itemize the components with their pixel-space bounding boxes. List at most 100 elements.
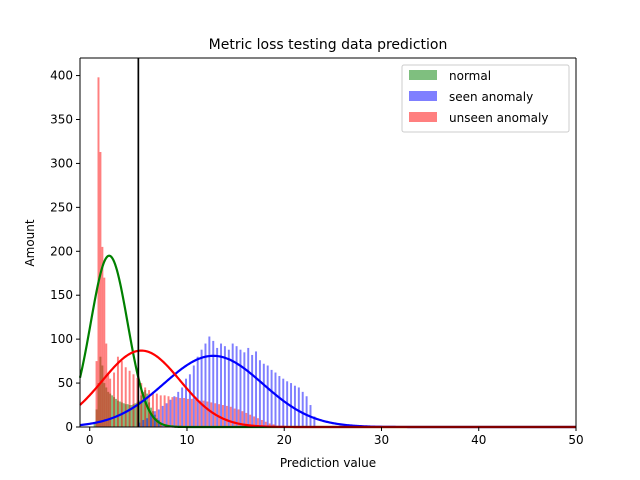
bar-seen-anomaly-11 (181, 387, 184, 427)
legend: normal seen anomaly unseen anomaly (401, 64, 570, 133)
bar-unseen-anomaly-20 (159, 395, 162, 427)
bar-normal-0 (93, 422, 96, 427)
bar-seen-anomaly-24 (231, 343, 234, 427)
bar-seen-anomaly-32 (262, 363, 265, 427)
bar-seen-anomaly-42 (301, 391, 304, 427)
bar-seen-anomaly-16 (200, 349, 203, 427)
bar-seen-anomaly-30 (255, 351, 258, 427)
bar-unseen-anomaly-4 (103, 277, 106, 427)
bar-seen-anomaly-27 (243, 352, 246, 427)
bar-seen-anomaly-21 (220, 343, 222, 427)
bar-unseen-anomaly-13 (132, 374, 135, 427)
bar-unseen-anomaly-5 (105, 343, 108, 427)
y-axis-ticks: 0 50 100 150 200 250 300 350 400 (50, 69, 80, 434)
bar-unseen-anomaly-15 (140, 383, 143, 427)
y-tick-label-150: 150 (50, 288, 73, 302)
bar-seen-anomaly-5 (157, 409, 160, 427)
bar-unseen-anomaly-16 (144, 387, 147, 427)
y-tick-label-100: 100 (50, 332, 73, 346)
bar-normal-15 (122, 403, 125, 427)
bar-seen-anomaly-15 (196, 356, 199, 427)
bar-seen-anomaly-31 (258, 360, 261, 427)
y-tick-label-200: 200 (50, 244, 73, 258)
bar-unseen-anomaly-41 (241, 411, 244, 427)
bar-seen-anomaly-13 (188, 374, 191, 427)
bar-seen-anomaly-35 (274, 372, 277, 427)
y-tick-label-50: 50 (58, 376, 73, 390)
bar-unseen-anomaly-19 (155, 393, 158, 427)
bar-unseen-anomaly-32 (206, 401, 209, 427)
bar-seen-anomaly-25 (235, 346, 238, 427)
bar-unseen-anomaly-14 (136, 377, 139, 427)
bar-unseen-anomaly-9 (116, 356, 119, 427)
bar-unseen-anomaly-28 (190, 398, 193, 427)
bar-unseen-anomaly-21 (163, 395, 166, 427)
bar-unseen-anomaly-31 (202, 400, 205, 427)
bar-seen-anomaly-3 (150, 414, 152, 427)
bar-seen-anomaly-41 (297, 387, 300, 427)
bar-seen-anomaly-0 (138, 422, 141, 427)
bar-seen-anomaly-29 (251, 354, 254, 427)
x-tick-label-20: 20 (277, 433, 292, 447)
bar-seen-anomaly-36 (278, 376, 281, 427)
bar-normal-21 (134, 403, 137, 427)
bar-unseen-anomaly-37 (225, 405, 228, 427)
bar-seen-anomaly-43 (305, 396, 308, 427)
bar-unseen-anomaly-38 (229, 406, 232, 427)
bar-normal-27 (146, 393, 149, 427)
legend-swatch-seen-anomaly (409, 91, 437, 101)
bar-normal-17 (126, 404, 129, 427)
x-tick-label-0: 0 (86, 433, 94, 447)
y-tick-label-0: 0 (65, 420, 73, 434)
bar-unseen-anomaly-39 (233, 408, 236, 427)
bar-seen-anomaly-19 (212, 340, 215, 427)
bar-unseen-anomaly-18 (151, 391, 154, 427)
legend-swatch-normal (409, 70, 437, 80)
bar-unseen-anomaly-26 (183, 398, 186, 427)
bar-unseen-anomaly-46 (260, 419, 263, 427)
y-tick-label-400: 400 (50, 69, 73, 83)
bar-normal-9 (111, 395, 114, 427)
x-tick-label-50: 50 (568, 433, 583, 447)
y-tick-label-300: 300 (50, 156, 73, 170)
y-tick-label-250: 250 (50, 200, 73, 214)
bar-seen-anomaly-9 (173, 396, 176, 427)
histogram-bars (93, 77, 316, 427)
bar-unseen-anomaly-23 (171, 397, 174, 427)
bar-unseen-anomaly-7 (109, 378, 112, 427)
legend-label-unseen-anomaly: unseen anomaly (449, 111, 548, 125)
bar-seen-anomaly-20 (216, 347, 219, 427)
x-tick-label-40: 40 (471, 433, 486, 447)
bar-seen-anomaly-17 (204, 343, 207, 427)
bar-unseen-anomaly-1 (97, 77, 100, 427)
bar-seen-anomaly-7 (165, 403, 168, 427)
x-tick-label-30: 30 (374, 433, 389, 447)
bar-unseen-anomaly-43 (249, 414, 252, 427)
bar-unseen-anomaly-25 (179, 398, 182, 427)
bar-normal-23 (138, 400, 141, 427)
bar-unseen-anomaly-3 (101, 246, 104, 427)
bar-unseen-anomaly-48 (268, 423, 271, 427)
bar-seen-anomaly-18 (208, 336, 211, 427)
bar-seen-anomaly-22 (223, 346, 226, 427)
bar-unseen-anomaly-11 (124, 367, 127, 427)
bar-unseen-anomaly-29 (194, 399, 197, 427)
bar-unseen-anomaly-24 (175, 397, 178, 427)
x-tick-label-10: 10 (179, 433, 194, 447)
bar-unseen-anomaly-2 (99, 152, 102, 427)
bar-seen-anomaly-45 (313, 416, 316, 427)
bar-unseen-anomaly-22 (167, 396, 170, 427)
bar-seen-anomaly-2 (146, 418, 149, 427)
bar-seen-anomaly-33 (266, 365, 269, 427)
bar-seen-anomaly-10 (177, 391, 180, 427)
bar-seen-anomaly-28 (247, 347, 250, 427)
chart-title: Metric loss testing data prediction (209, 37, 448, 53)
legend-label-seen-anomaly: seen anomaly (449, 90, 533, 104)
legend-swatch-unseen-anomaly (409, 112, 437, 122)
x-axis-ticks: 0 10 20 30 40 50 (86, 427, 584, 447)
y-tick-label-350: 350 (50, 113, 73, 127)
bar-unseen-anomaly-45 (257, 418, 259, 427)
legend-frame (401, 64, 570, 133)
bar-unseen-anomaly-12 (128, 370, 131, 427)
